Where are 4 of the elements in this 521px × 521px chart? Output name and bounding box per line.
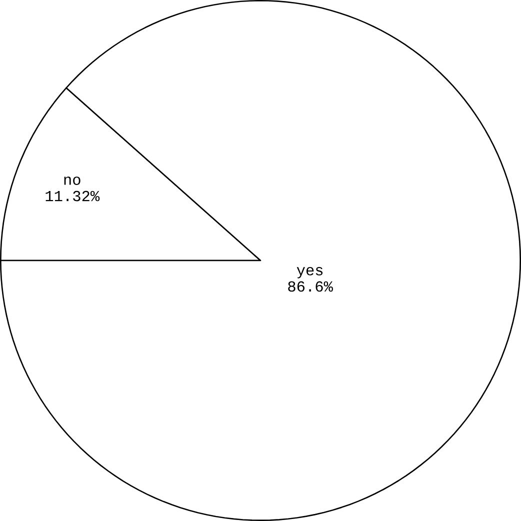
slice-label: yes — [296, 267, 323, 278]
data-label: 11.32% — [46, 190, 100, 202]
data-label: 86.6% — [288, 281, 333, 292]
slice-label: no — [64, 176, 80, 185]
